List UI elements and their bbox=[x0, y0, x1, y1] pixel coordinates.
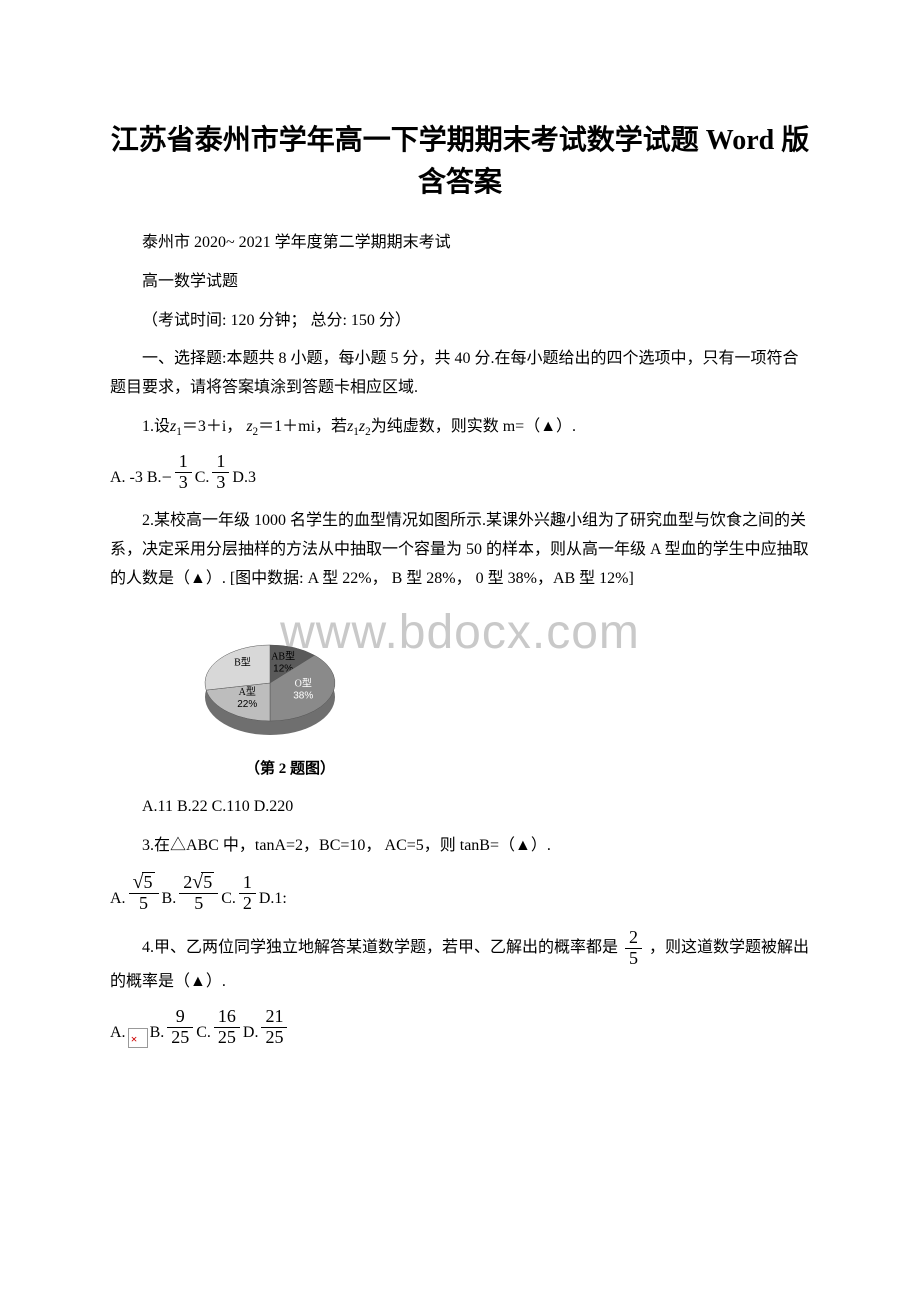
svg-text:38%: 38% bbox=[293, 691, 313, 702]
q4-prob-frac: 25 bbox=[625, 928, 642, 969]
question-1-options: A. -3 B. − 13 C. 13 D.3 bbox=[110, 452, 810, 493]
title-line-1: 江苏省泰州市学年高一下学期期末考试数学试题 Word 版 bbox=[111, 125, 809, 156]
question-4-stem: 4.甲、乙两位同学独立地解答某道数学题，若甲、乙解出的概率都是 25 ，则这道数… bbox=[110, 928, 810, 997]
document-content: 江苏省泰州市学年高一下学期期末考试数学试题 Word 版 含答案 泰州市 202… bbox=[110, 120, 810, 1048]
section-1-heading: 一、选择题:本题共 8 小题，每小题 5 分，共 40 分.在每小题给出的四个选… bbox=[110, 345, 810, 403]
pie-chart-svg: AB型12%O型38%A型22%B型 bbox=[170, 603, 390, 753]
subject-line: 高一数学试题 bbox=[110, 268, 810, 297]
question-3-stem: 3.在△ABC 中，tanA=2，BC=10， AC=5，则 tanB=（▲）. bbox=[110, 832, 810, 861]
document-title: 江苏省泰州市学年高一下学期期末考试数学试题 Word 版 含答案 bbox=[110, 120, 810, 204]
q4-option-b-frac: 925 bbox=[167, 1007, 193, 1048]
svg-text:B型: B型 bbox=[234, 656, 251, 669]
svg-text:A型: A型 bbox=[239, 685, 256, 698]
question-4-options: A. B. 925 C. 1625 D. 2125 bbox=[110, 1007, 810, 1048]
school-year-line: 泰州市 2020~ 2021 学年度第二学期期末考试 bbox=[110, 229, 810, 258]
svg-text:O型: O型 bbox=[295, 677, 312, 690]
broken-image-icon bbox=[128, 1028, 148, 1048]
svg-text:22%: 22% bbox=[237, 699, 257, 710]
q3-option-c-frac: 1 2 bbox=[239, 873, 256, 914]
exam-info-line: （考试时间: 120 分钟； 总分: 150 分） bbox=[110, 307, 810, 336]
pie-chart-figure: AB型12%O型38%A型22%B型 （第 2 题图） bbox=[170, 603, 410, 778]
question-2-stem: 2.某校高一年级 1000 名学生的血型情况如图所示.某课外兴趣小组为了研究血型… bbox=[110, 507, 810, 593]
question-3-options: A. 5 5 B. 25 5 C. 1 2 D.1: bbox=[110, 871, 810, 914]
q4-option-d-frac: 2125 bbox=[261, 1007, 287, 1048]
q1-option-b-frac: 13 bbox=[175, 452, 192, 493]
question-1-stem: 1.设z1＝3＋i， z2＝1＋mi，若z1z2为纯虚数，则实数 m=（▲）. bbox=[110, 413, 810, 442]
pie-chart-caption: （第 2 题图） bbox=[170, 757, 410, 778]
question-2-options: A.11 B.22 C.110 D.220 bbox=[110, 793, 810, 822]
q4-option-c-frac: 1625 bbox=[214, 1007, 240, 1048]
q3-option-b-frac: 25 5 bbox=[179, 871, 218, 914]
svg-text:AB型: AB型 bbox=[271, 650, 295, 663]
q3-option-a-frac: 5 5 bbox=[129, 871, 159, 914]
title-line-2: 含答案 bbox=[418, 167, 502, 198]
q1-option-c-frac: 13 bbox=[212, 452, 229, 493]
